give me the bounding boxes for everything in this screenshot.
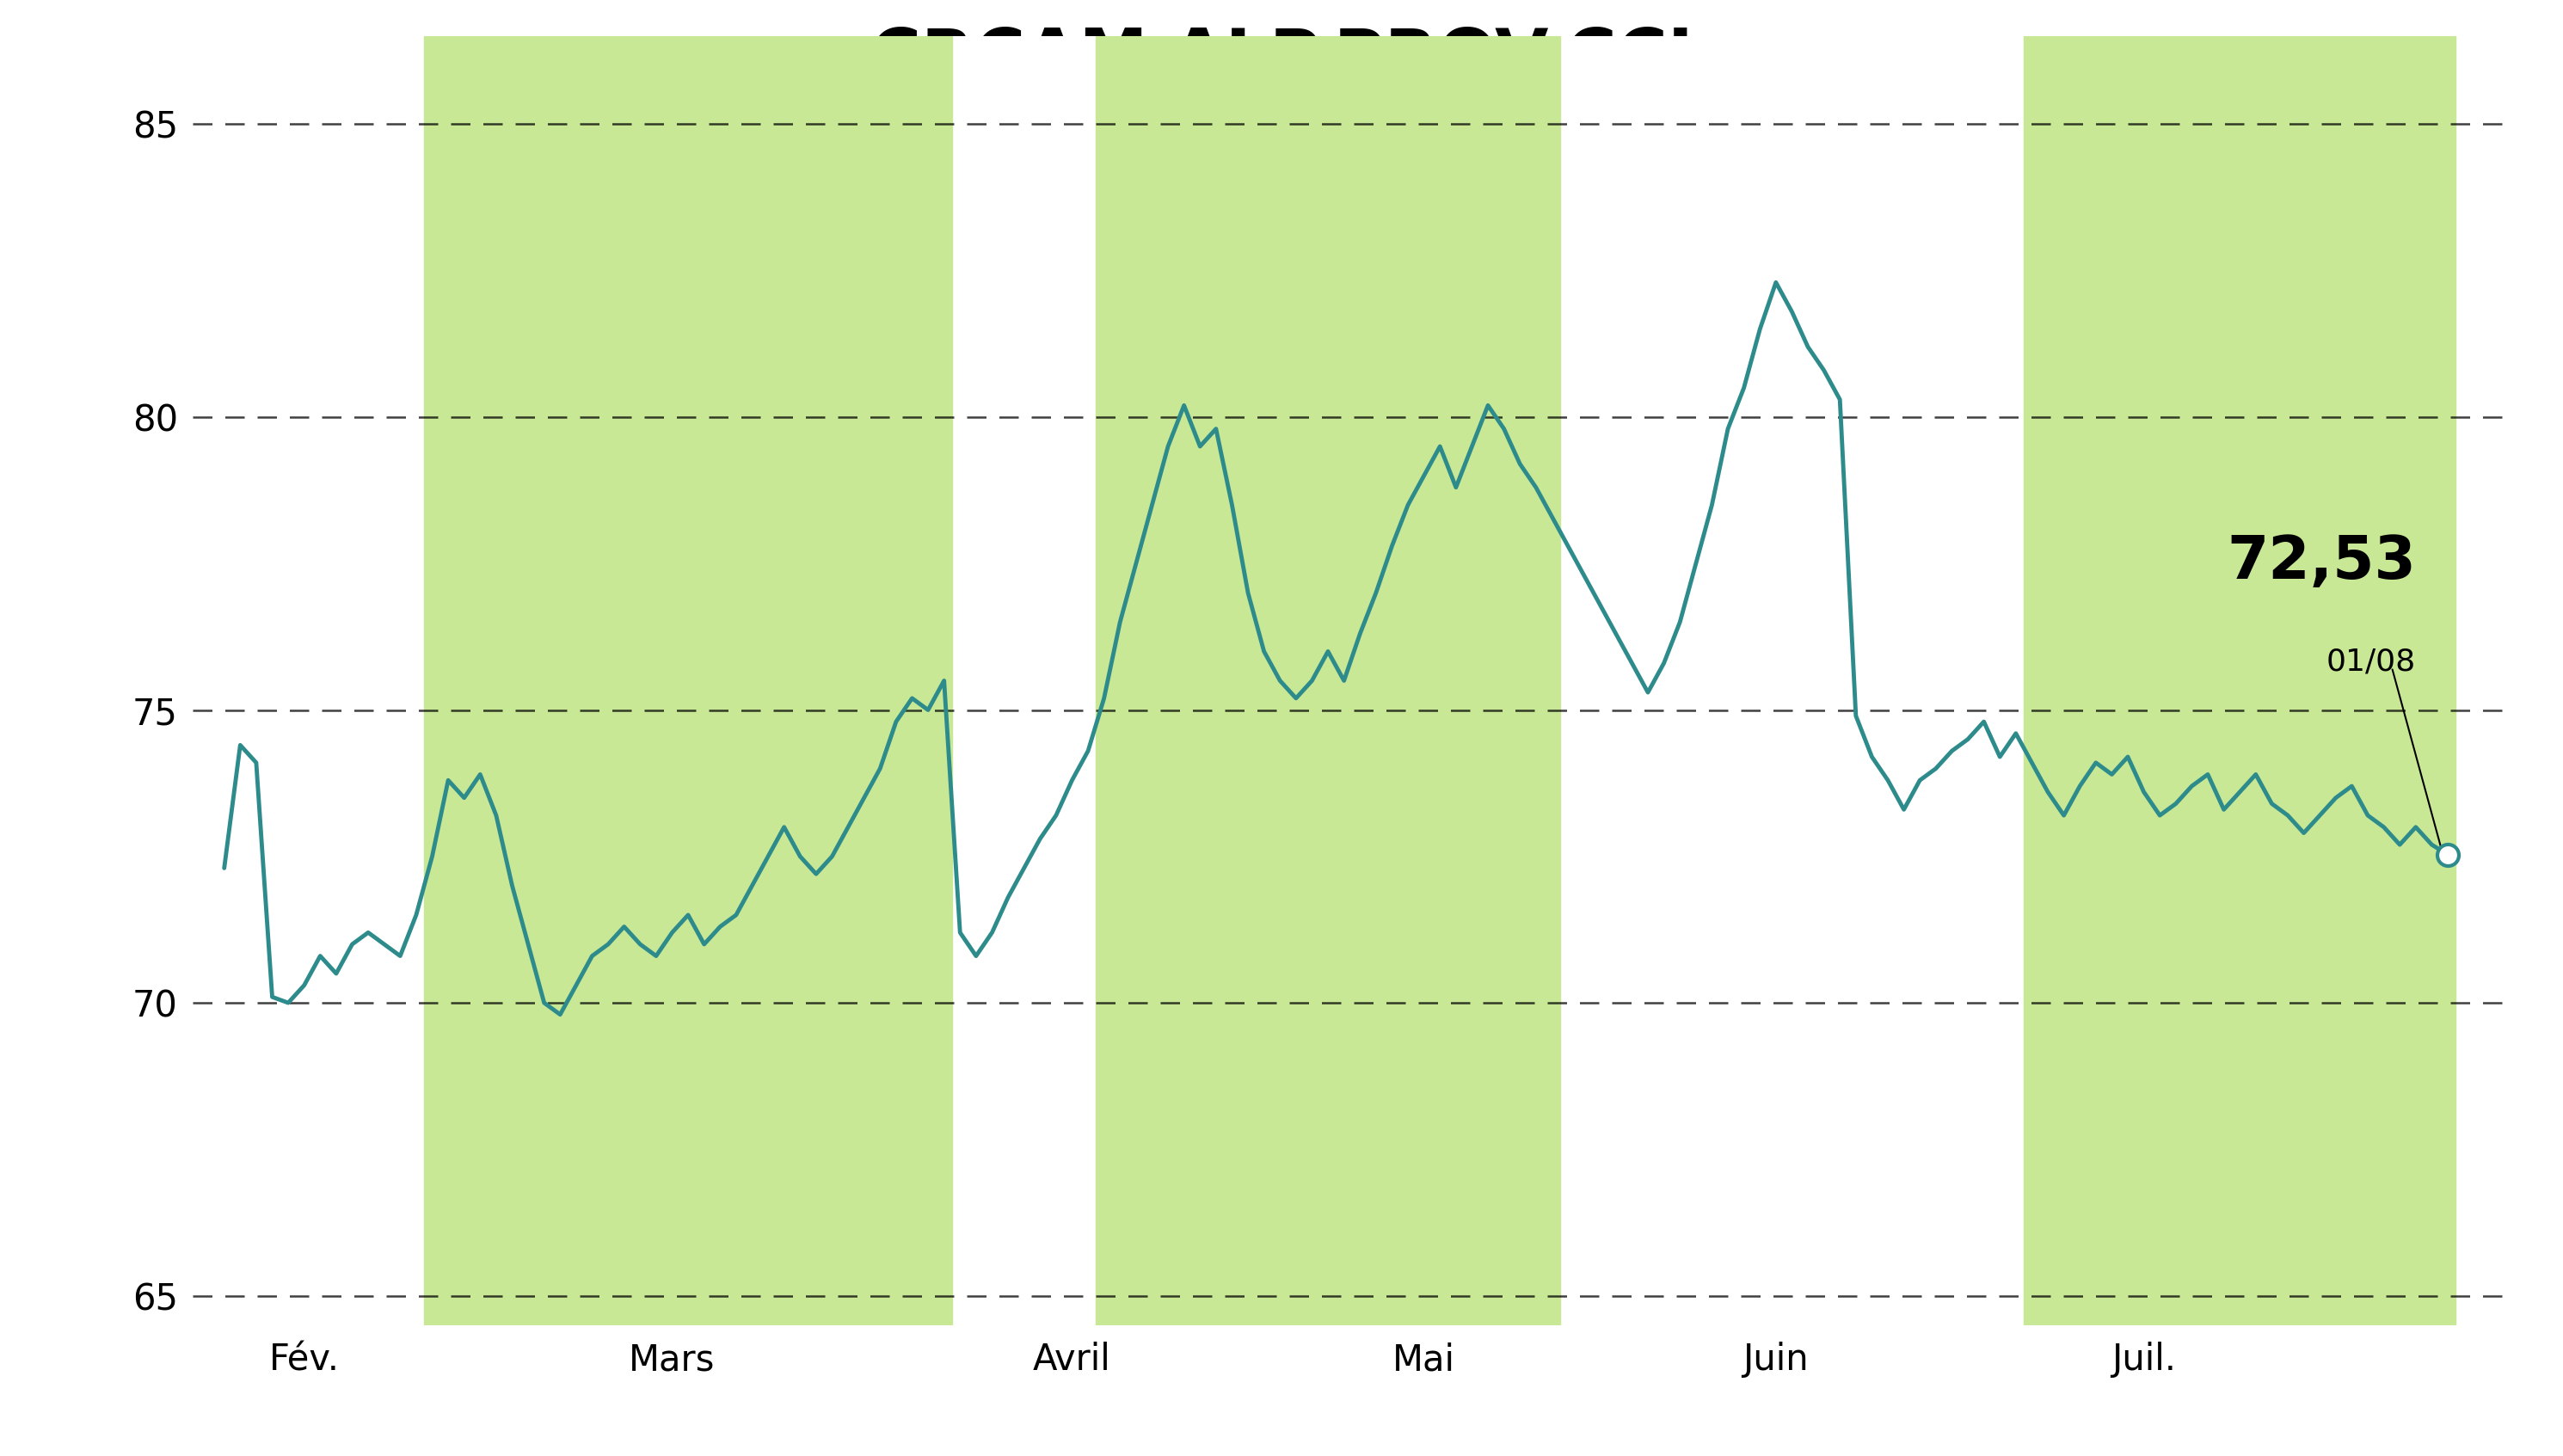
Text: CRCAM ALP.PROV.CCI: CRCAM ALP.PROV.CCI	[869, 26, 1694, 93]
Text: 72,53: 72,53	[2227, 533, 2417, 591]
Bar	[2025, 36, 2455, 1325]
Bar	[1097, 36, 1561, 1325]
Bar	[423, 36, 951, 1325]
Text: 01/08: 01/08	[2327, 646, 2417, 676]
